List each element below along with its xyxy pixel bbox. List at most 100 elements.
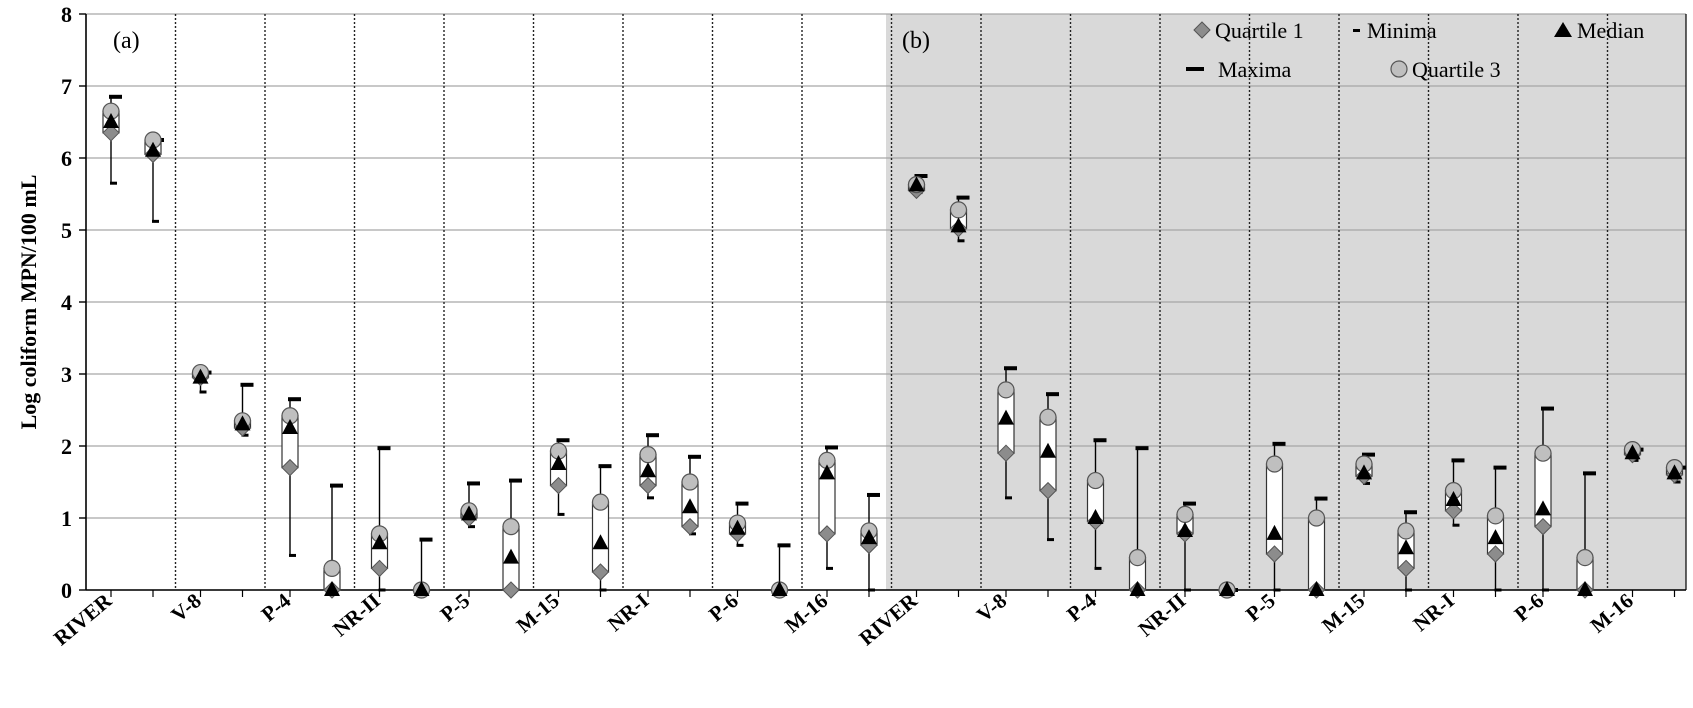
min-marker <box>868 588 875 592</box>
q3-marker <box>997 381 1015 399</box>
median-marker <box>1535 500 1551 516</box>
max-marker <box>509 478 522 483</box>
max-marker <box>777 543 791 548</box>
box-series <box>102 94 1686 599</box>
q1-marker <box>1397 559 1415 578</box>
max-marker <box>867 492 880 497</box>
max-marker <box>1451 458 1465 463</box>
q3-marker <box>1265 455 1284 473</box>
max-marker <box>1093 438 1107 443</box>
legend-maxima-icon <box>1186 67 1204 71</box>
min-marker <box>241 433 249 437</box>
x-category-label-nr-ii: NR-II <box>1134 588 1191 641</box>
legend-maxima-label: Maxima <box>1218 57 1292 82</box>
min-marker <box>1094 566 1102 570</box>
min-marker <box>557 512 565 516</box>
max-marker <box>688 454 701 459</box>
median-marker <box>1577 581 1593 596</box>
q3-marker <box>1397 522 1415 540</box>
y-tick-label-1: 1 <box>61 506 72 531</box>
max-marker <box>1004 366 1017 371</box>
x-category-label-m-15: M-15 <box>1317 588 1369 637</box>
x-category-label-m-16: M-16 <box>780 588 832 637</box>
q1-marker <box>639 476 657 495</box>
box-iqr <box>1534 452 1552 528</box>
y-tick-label-0: 0 <box>61 578 72 603</box>
min-marker <box>1452 523 1460 527</box>
median-marker <box>1624 444 1641 460</box>
min-marker <box>957 239 965 243</box>
median-marker <box>324 581 340 596</box>
q3-marker <box>502 518 520 536</box>
q1-marker <box>102 124 120 142</box>
median-marker <box>1087 509 1104 524</box>
legend-quartile1-icon <box>1193 21 1211 39</box>
median-marker <box>1666 464 1683 480</box>
median-marker <box>771 581 788 596</box>
min-marker <box>289 553 296 557</box>
min-marker <box>199 390 207 394</box>
min-marker <box>152 219 159 223</box>
x-category-label-v-8: V-8 <box>166 588 205 626</box>
median-marker <box>1308 581 1325 596</box>
min-marker <box>378 588 386 592</box>
min-marker <box>1542 588 1549 592</box>
median-marker <box>234 415 251 431</box>
max-marker <box>288 397 301 402</box>
x-category-label-nr-ii: NR-II <box>328 588 385 641</box>
y-axis-title: Log coliform MPN/100 mL <box>16 175 41 430</box>
median-marker <box>1487 529 1504 545</box>
q3-marker <box>1086 471 1105 490</box>
median-marker <box>282 419 298 434</box>
max-marker <box>1272 441 1286 446</box>
group-separators <box>174 14 1609 590</box>
min-marker <box>599 588 607 592</box>
q3-marker <box>949 201 968 219</box>
median-marker <box>950 217 967 233</box>
legend: Quartile 1 Minima Median Maxima Quartile… <box>1186 18 1644 82</box>
max-marker <box>825 445 838 450</box>
max-marker <box>556 438 570 443</box>
min-marker <box>1047 538 1054 542</box>
min-marker <box>1273 588 1281 592</box>
x-category-label-m-15: M-15 <box>512 588 564 637</box>
median-marker <box>682 498 698 514</box>
q3-marker <box>1534 444 1552 462</box>
box-iqr <box>1265 463 1284 555</box>
panel-a-tag: (a) <box>113 28 140 54</box>
median-marker <box>592 534 609 550</box>
max-marker <box>240 382 254 387</box>
min-marker <box>110 181 117 185</box>
x-category-label-v-8: V-8 <box>972 588 1011 626</box>
max-marker <box>914 174 928 178</box>
max-marker <box>1183 501 1196 506</box>
q3-marker <box>1576 548 1594 567</box>
y-tick-label-4: 4 <box>61 290 72 315</box>
max-marker <box>956 195 970 200</box>
y-tick-label-7: 7 <box>61 74 72 99</box>
max-marker <box>377 446 391 451</box>
q3-marker <box>1307 509 1326 527</box>
min-marker <box>1673 480 1681 484</box>
min-marker <box>1005 496 1012 500</box>
max-marker <box>598 464 612 469</box>
median-marker <box>461 505 477 521</box>
max-marker <box>330 483 343 488</box>
min-marker <box>1494 588 1502 592</box>
max-marker <box>1541 406 1554 411</box>
q1-marker <box>1039 481 1057 500</box>
max-marker <box>419 537 433 542</box>
q1-marker <box>1265 545 1284 563</box>
q1-marker <box>502 581 520 599</box>
max-marker <box>646 433 659 438</box>
q1-marker <box>1486 545 1505 563</box>
q3-marker <box>1039 408 1057 426</box>
legend-median-label: Median <box>1577 18 1644 43</box>
q1-marker <box>997 444 1015 462</box>
median-marker <box>1356 464 1372 480</box>
legend-minima-icon <box>1353 29 1360 32</box>
max-marker <box>735 501 749 506</box>
median-marker <box>1445 491 1462 506</box>
min-marker <box>826 566 833 570</box>
